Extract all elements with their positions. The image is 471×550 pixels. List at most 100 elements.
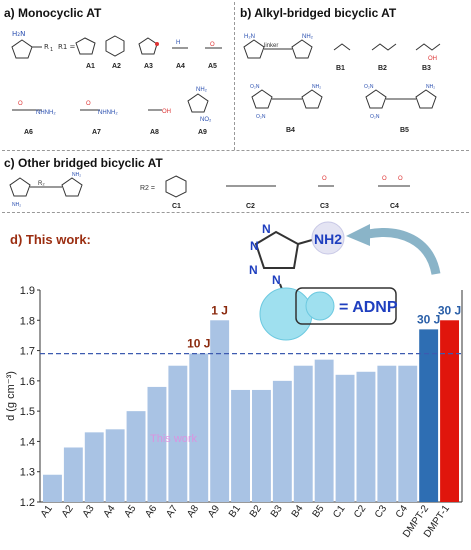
svg-text:NH₂: NH₂ [426,84,435,90]
curved-arrow [367,228,441,276]
adnp-legend-box [295,287,397,325]
x-tick-label-c2: C2 [352,503,369,520]
b1-structure [333,43,351,51]
panel-divider-2 [2,212,469,213]
svg-text:O₂N: O₂N [364,84,374,90]
annotation-a8: 10 J [187,337,210,351]
x-tick-label-b1: B1 [227,503,243,520]
b2-structure [371,43,397,51]
panel-a-structures: H₂N R 1 R1 = H O O NHNH₂ O NHNH₂ OH NH₂ … [11,30,222,136]
svg-text:NH₂: NH₂ [196,87,208,93]
svg-text:R: R [44,43,49,51]
a9-structure: NH₂ NO₂ [187,87,212,123]
bar-c3 [377,365,397,502]
svg-text:NHNH₂: NHNH₂ [36,110,56,116]
label-a8: A8 [150,129,159,136]
label-c4: C4 [390,203,399,210]
bar-a2 [63,447,83,502]
svg-text:H: H [176,40,180,46]
svg-text:R2 =: R2 = [140,185,155,192]
label-c3: C3 [320,203,329,210]
x-tick-label-a9: A9 [206,503,222,520]
label-b3: B3 [422,65,431,72]
bar-a4 [105,429,125,502]
x-tick-label-a2: A2 [60,503,76,520]
label-a1: A1 [86,63,95,70]
label-a4: A4 [176,63,185,70]
y-axis-label: d (g cm⁻³) [5,371,17,421]
x-tick-label-c1: C1 [331,503,348,520]
svg-text:NHNH₂: NHNH₂ [98,110,118,116]
a6-structure: O NHNH₂ [12,101,56,116]
annotation-a9: 1 J [211,303,228,317]
label-a6: A6 [24,129,33,136]
bar-a3 [84,432,104,502]
b4-structure: O₂N NH₂ O₂N [250,84,323,120]
svg-text:N: N [250,239,259,253]
svg-text:R₂: R₂ [38,181,45,187]
label-b2: B2 [378,65,387,72]
label-b5: B5 [400,127,409,134]
panel-b-structures: linker H₂N NH₂ OH B1 B2 B3 O₂N NH₂ O₂N O… [243,34,441,134]
svg-text:O: O [18,101,23,107]
bar-a1 [43,474,62,502]
y-tick-label: 1.2 [20,497,35,509]
svg-text:O: O [86,101,91,107]
svg-text:O: O [322,176,327,182]
bar-dmpt-1 [440,320,459,502]
label-a3: A3 [144,63,153,70]
svg-text:NO₂: NO₂ [200,117,212,123]
a1-structure [75,37,96,55]
svg-text:NH₂: NH₂ [12,202,21,208]
panel-d-title: d) This work: [10,232,91,247]
svg-text:OH: OH [428,56,437,62]
bar-b5 [314,359,334,502]
label-a7: A7 [92,129,101,136]
svg-text:O: O [210,42,215,48]
c1-structure [165,175,187,198]
watermark-text: This work [150,433,198,445]
x-tick-label-a1: A1 [39,503,55,520]
x-tick-label-b5: B5 [311,503,327,520]
panel-divider-1 [2,150,469,151]
panel-c-title: c) Other bridged bicyclic AT [4,156,163,170]
svg-text:1: 1 [50,47,53,53]
svg-text:NH₂: NH₂ [302,34,314,40]
x-tick-label-a7: A7 [164,503,180,520]
svg-text:R1 =: R1 = [58,43,76,51]
adnp-sphere-large [259,287,313,341]
svg-text:OH: OH [162,109,171,115]
bar-a7 [168,365,188,502]
label-b1: B1 [336,65,345,72]
bicyclic-core-c: R₂ NH₂ NH₂ [9,172,83,208]
bicyclic-core-b: linker H₂N NH₂ [243,34,314,59]
a2-structure [105,35,125,57]
bar-b1 [231,389,250,502]
label-a5: A5 [208,63,217,70]
annotation-dmpt-2: 30 J [417,312,440,326]
bar-a5 [126,411,146,502]
label-b4: B4 [286,127,295,134]
svg-text:N: N [272,273,281,287]
y-tick-label: 1.6 [20,376,35,388]
bar-b4 [293,365,313,502]
bar-a6 [147,386,167,502]
adnp-molecule: N N N N NH2 = ADNP [249,221,441,341]
x-tick-label-a4: A4 [102,503,118,520]
a7-structure: O NHNH₂ [80,101,118,116]
svg-text:N: N [249,263,258,277]
x-tick-label-a5: A5 [122,503,138,520]
a8-structure: OH [148,109,171,115]
svg-text:O: O [398,176,403,182]
panel-divider-vertical [234,2,235,150]
label-a9: A9 [198,129,207,136]
y-tick-label: 1.3 [20,467,35,479]
y-tick-label: 1.4 [20,436,35,448]
x-tick-label-c3: C3 [373,503,390,520]
y-tick-label: 1.8 [20,315,35,327]
bar-c1 [335,374,355,502]
svg-text:H₂N: H₂N [12,30,25,38]
y-tick-label: 1.9 [20,285,35,297]
svg-text:NH₂: NH₂ [72,172,81,178]
